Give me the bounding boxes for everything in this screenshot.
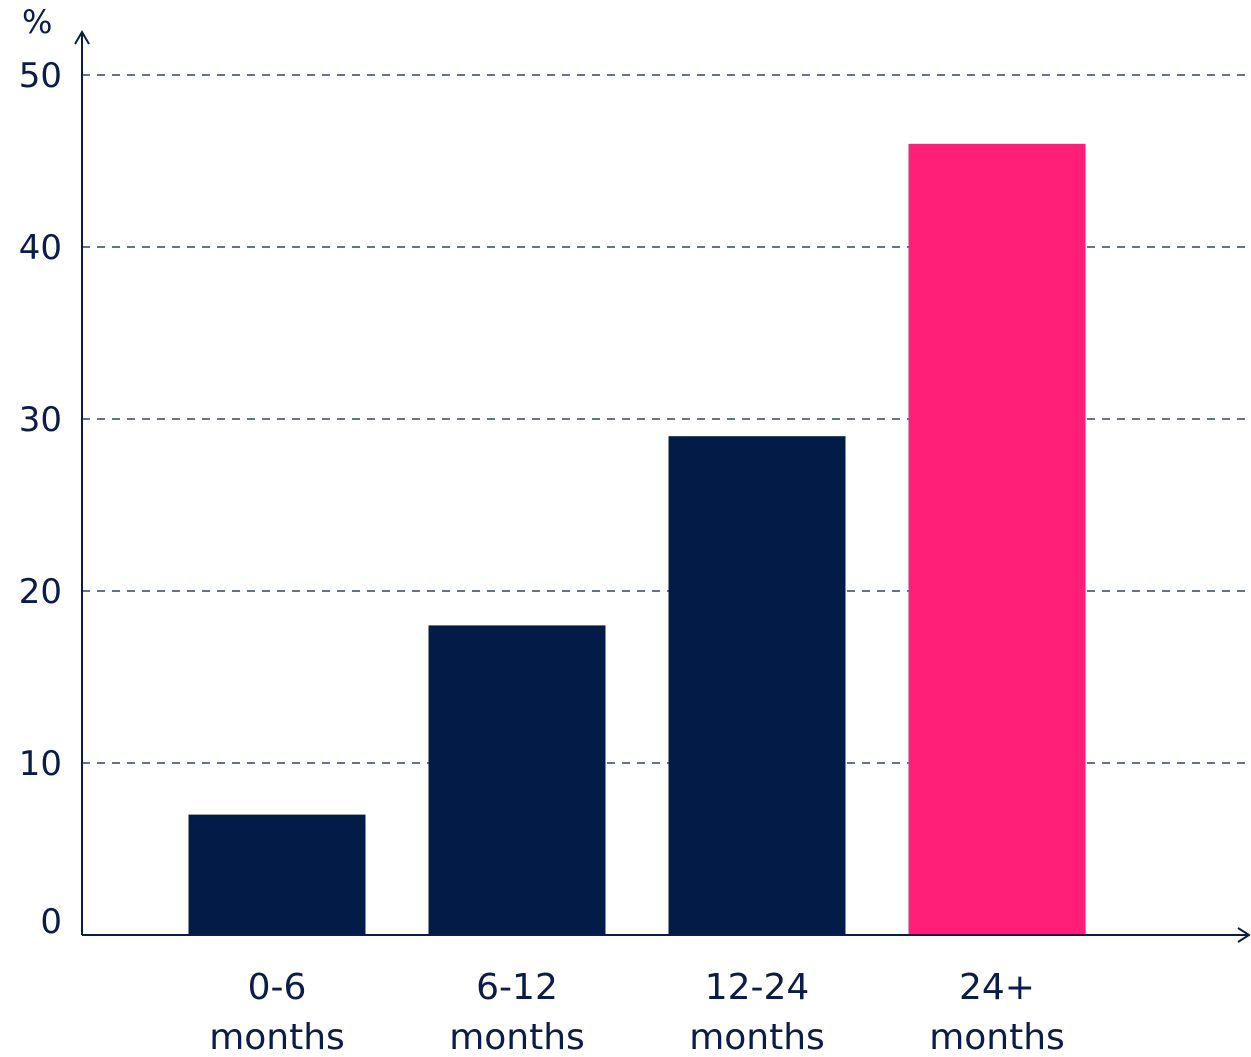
x-category-label-2-line-1: months [689, 1017, 825, 1057]
x-category-labels: 0-6 months 6-12 months 12-24 months 24+ months [209, 967, 1065, 1057]
x-category-label-1-line-0: 6-12 [476, 967, 558, 1008]
bars [188, 143, 1086, 936]
x-category-label-2-line-0: 12-24 [705, 967, 810, 1008]
axes [74, 30, 1251, 943]
x-category-label-3-line-0: 24+ [959, 967, 1035, 1008]
x-category-label-0-line-0: 0-6 [248, 967, 307, 1008]
y-tick-labels: 0 10 20 30 40 50 [19, 56, 62, 942]
x-category-label-0-line-1: months [209, 1017, 345, 1057]
x-axis-arrow [1237, 927, 1251, 943]
bar-3 [908, 143, 1086, 936]
y-tick-label-0: 0 [40, 902, 62, 942]
y-tick-label-20: 20 [19, 572, 62, 612]
bar-0 [188, 814, 366, 935]
y-tick-label-10: 10 [19, 744, 62, 784]
bar-1 [428, 625, 606, 935]
x-category-label-3-line-1: months [929, 1017, 1065, 1057]
y-tick-label-50: 50 [19, 56, 62, 96]
y-tick-label-30: 30 [19, 400, 62, 440]
x-category-label-1-line-1: months [449, 1017, 585, 1057]
bar-2 [668, 436, 846, 935]
y-axis-arrow [74, 30, 90, 45]
y-unit-label: % [22, 3, 52, 41]
y-tick-label-40: 40 [19, 228, 62, 268]
